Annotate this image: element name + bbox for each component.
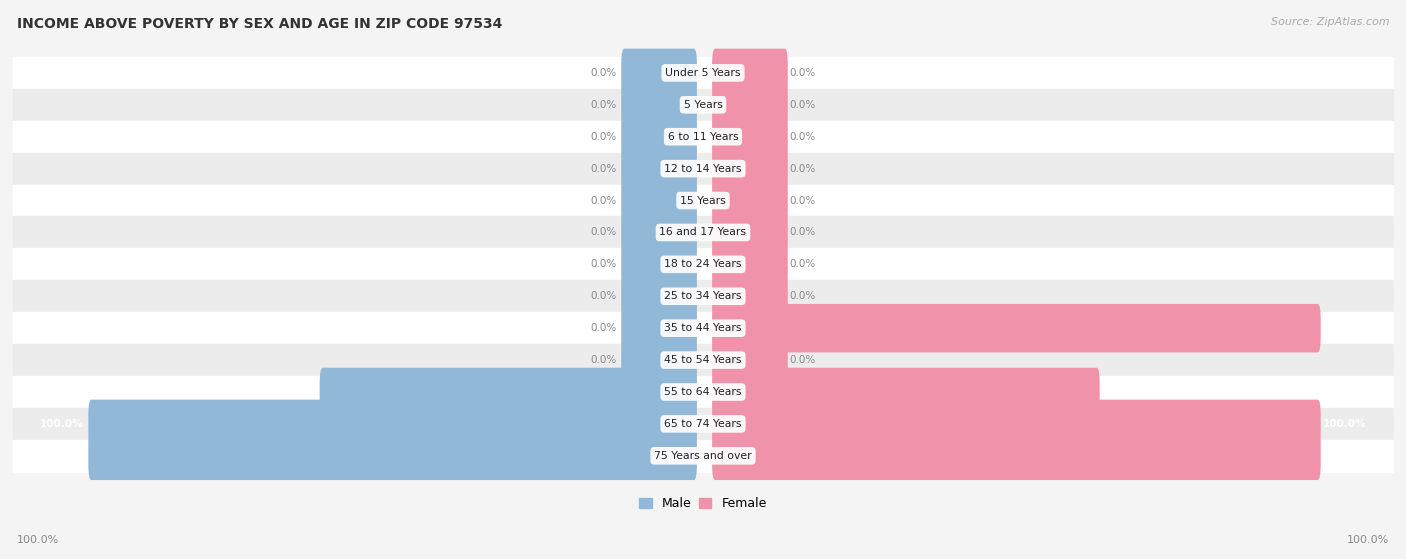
FancyBboxPatch shape — [621, 112, 697, 161]
FancyBboxPatch shape — [621, 208, 697, 257]
FancyBboxPatch shape — [711, 176, 787, 225]
Text: 100.0%: 100.0% — [1323, 323, 1367, 333]
FancyBboxPatch shape — [621, 176, 697, 225]
FancyBboxPatch shape — [319, 368, 697, 416]
Text: 0.0%: 0.0% — [591, 228, 616, 238]
Text: 45 to 54 Years: 45 to 54 Years — [664, 355, 742, 365]
Text: Source: ZipAtlas.com: Source: ZipAtlas.com — [1271, 17, 1389, 27]
Text: 0.0%: 0.0% — [790, 228, 815, 238]
Text: 100.0%: 100.0% — [39, 419, 83, 429]
Bar — [13, 344, 1393, 376]
Text: 12 to 14 Years: 12 to 14 Years — [664, 164, 742, 174]
Bar — [13, 184, 1393, 216]
Bar — [13, 89, 1393, 121]
Text: 0.0%: 0.0% — [790, 259, 815, 269]
Text: 0.0%: 0.0% — [591, 164, 616, 174]
Text: 100.0%: 100.0% — [1323, 451, 1367, 461]
Text: 0.0%: 0.0% — [790, 100, 815, 110]
Bar — [13, 57, 1393, 89]
Text: 25 to 34 Years: 25 to 34 Years — [664, 291, 742, 301]
Text: 100.0%: 100.0% — [17, 535, 59, 545]
Text: 100.0%: 100.0% — [1323, 419, 1367, 429]
Text: 0.0%: 0.0% — [591, 355, 616, 365]
FancyBboxPatch shape — [711, 144, 787, 193]
FancyBboxPatch shape — [621, 49, 697, 97]
FancyBboxPatch shape — [621, 304, 697, 352]
FancyBboxPatch shape — [711, 208, 787, 257]
Text: 0.0%: 0.0% — [790, 355, 815, 365]
Text: 75 Years and over: 75 Years and over — [654, 451, 752, 461]
FancyBboxPatch shape — [621, 272, 697, 320]
Text: 5 Years: 5 Years — [683, 100, 723, 110]
FancyBboxPatch shape — [621, 80, 697, 129]
Text: 100.0%: 100.0% — [1347, 535, 1389, 545]
FancyBboxPatch shape — [621, 144, 697, 193]
Text: INCOME ABOVE POVERTY BY SEX AND AGE IN ZIP CODE 97534: INCOME ABOVE POVERTY BY SEX AND AGE IN Z… — [17, 17, 502, 31]
Text: 0.0%: 0.0% — [591, 196, 616, 206]
FancyBboxPatch shape — [711, 112, 787, 161]
Text: 16 and 17 Years: 16 and 17 Years — [659, 228, 747, 238]
Bar — [13, 216, 1393, 248]
FancyBboxPatch shape — [621, 240, 697, 288]
Text: 15 Years: 15 Years — [681, 196, 725, 206]
Text: 55 to 64 Years: 55 to 64 Years — [664, 387, 742, 397]
Bar — [13, 121, 1393, 153]
Bar — [13, 153, 1393, 184]
Bar — [13, 280, 1393, 312]
Bar — [13, 440, 1393, 472]
FancyBboxPatch shape — [711, 432, 1320, 480]
Bar — [13, 408, 1393, 440]
Bar — [13, 312, 1393, 344]
Text: 65 to 74 Years: 65 to 74 Years — [664, 419, 742, 429]
Legend: Male, Female: Male, Female — [634, 492, 772, 515]
Text: 0.0%: 0.0% — [591, 291, 616, 301]
FancyBboxPatch shape — [711, 80, 787, 129]
Text: 0.0%: 0.0% — [591, 259, 616, 269]
FancyBboxPatch shape — [621, 336, 697, 385]
FancyBboxPatch shape — [711, 368, 1099, 416]
FancyBboxPatch shape — [89, 432, 697, 480]
Text: 0.0%: 0.0% — [790, 132, 815, 142]
Text: 61.8%: 61.8% — [278, 387, 315, 397]
FancyBboxPatch shape — [711, 304, 1320, 352]
Text: 63.5%: 63.5% — [1101, 387, 1137, 397]
Text: 0.0%: 0.0% — [591, 68, 616, 78]
Text: 0.0%: 0.0% — [790, 196, 815, 206]
Text: 18 to 24 Years: 18 to 24 Years — [664, 259, 742, 269]
Text: 0.0%: 0.0% — [790, 291, 815, 301]
Text: 0.0%: 0.0% — [790, 68, 815, 78]
Bar — [13, 376, 1393, 408]
Text: 100.0%: 100.0% — [39, 451, 83, 461]
FancyBboxPatch shape — [711, 400, 1320, 448]
FancyBboxPatch shape — [711, 272, 787, 320]
Text: Under 5 Years: Under 5 Years — [665, 68, 741, 78]
Text: 35 to 44 Years: 35 to 44 Years — [664, 323, 742, 333]
FancyBboxPatch shape — [711, 336, 787, 385]
FancyBboxPatch shape — [711, 240, 787, 288]
Bar — [13, 248, 1393, 280]
Text: 0.0%: 0.0% — [591, 100, 616, 110]
Text: 0.0%: 0.0% — [591, 132, 616, 142]
FancyBboxPatch shape — [89, 400, 697, 448]
FancyBboxPatch shape — [711, 49, 787, 97]
Text: 0.0%: 0.0% — [591, 323, 616, 333]
Text: 0.0%: 0.0% — [790, 164, 815, 174]
Text: 6 to 11 Years: 6 to 11 Years — [668, 132, 738, 142]
